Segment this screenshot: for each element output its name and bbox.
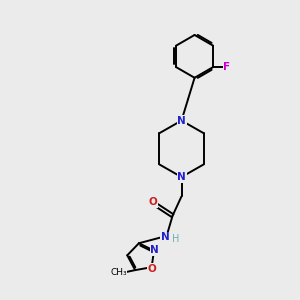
Text: CH₃: CH₃ xyxy=(110,268,127,277)
Text: H: H xyxy=(172,234,179,244)
Text: N: N xyxy=(177,172,186,182)
Text: O: O xyxy=(149,197,158,207)
Text: N: N xyxy=(150,245,159,255)
Text: N: N xyxy=(161,232,170,242)
Text: F: F xyxy=(223,62,230,72)
Text: O: O xyxy=(148,264,157,274)
Text: N: N xyxy=(177,116,186,126)
